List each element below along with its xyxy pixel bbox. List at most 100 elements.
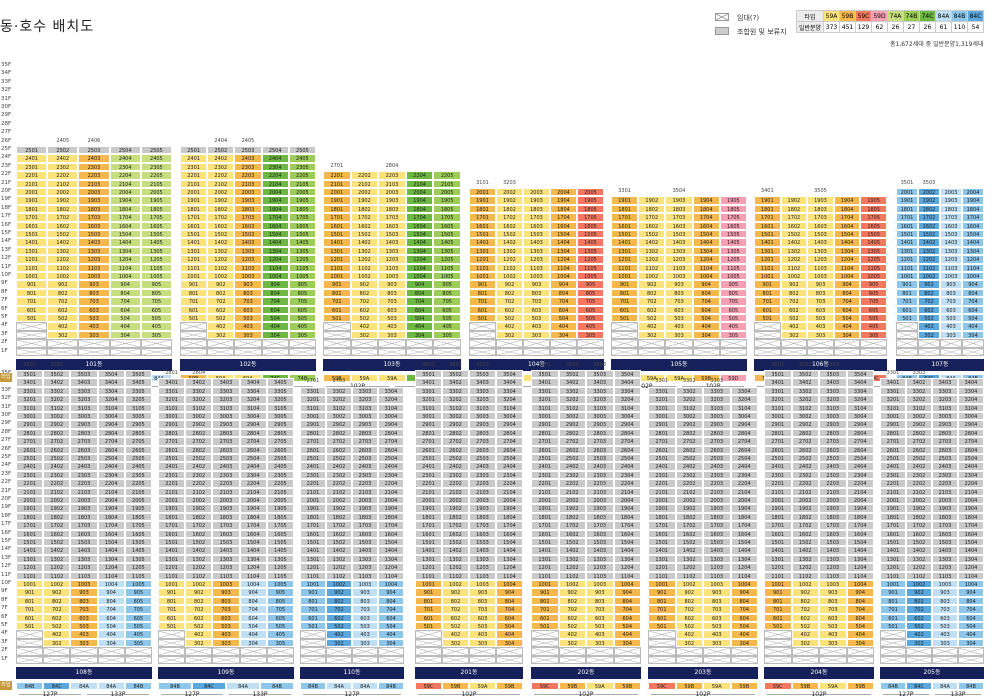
unit-cell: 1104	[692, 263, 720, 272]
unit-cell: 2803	[819, 428, 847, 438]
unit-cell: 3104	[496, 403, 523, 412]
unit-cell: 1703	[807, 213, 834, 222]
unit-cell: 1404	[109, 238, 141, 247]
unit-cell: 1802	[47, 204, 79, 214]
unit-cell: 405	[266, 630, 294, 639]
unit-cell: 1904	[239, 504, 267, 513]
unit-cell: 703	[523, 297, 550, 306]
unit-cell	[719, 347, 747, 356]
unit-cell: 604	[730, 613, 758, 622]
type-chip: 84B	[958, 682, 984, 690]
unit-cell: 1102	[675, 571, 703, 580]
unit-cell: 1205	[266, 563, 294, 572]
unit-cell: 3203	[819, 395, 847, 404]
unit-cell: 1601	[754, 221, 781, 230]
unit-cell: 2602	[906, 445, 932, 454]
unit-cell: 2503	[212, 454, 240, 463]
unit-cell: 2203	[469, 479, 496, 488]
unit-cell: 1904	[378, 504, 404, 513]
unit-cell: 2903	[212, 420, 240, 429]
unit-cell: 2005	[433, 188, 461, 197]
unit-cell: 905	[860, 280, 887, 289]
unit-cell: 3002	[675, 412, 703, 421]
unit-cell: 1702	[791, 521, 819, 530]
unit-cell: 1702	[43, 521, 71, 530]
unit-cell: 2104	[109, 179, 141, 188]
unit-cell: 2503	[932, 454, 958, 463]
unit-cell: 1304	[261, 246, 289, 256]
type-chip: 59C	[531, 682, 559, 690]
unit-cell: 1502	[638, 230, 666, 239]
unit-cell: 1004	[833, 272, 861, 281]
unit-cell: 2005	[266, 496, 294, 505]
unit-cell: 2101	[415, 487, 442, 496]
unit-cell: 804	[239, 596, 267, 606]
unit-cell: 703	[703, 605, 731, 614]
unit-cell: 903	[665, 280, 693, 289]
floor-label: 29F	[1, 112, 12, 119]
unit-cell: 3003	[586, 412, 614, 421]
unit-cell: 1304	[846, 554, 874, 564]
unit-cell: 3304	[239, 386, 267, 396]
unit-cell: 504	[833, 314, 861, 323]
unit-cell	[405, 347, 434, 356]
unit-cell	[180, 339, 208, 348]
parking-line	[614, 386, 676, 388]
building-name-bar: 106동	[754, 359, 887, 371]
unit-cell	[261, 347, 289, 356]
unit-cell: 3503	[586, 370, 614, 379]
unit-cell: 701	[880, 605, 906, 614]
unit-cell	[719, 339, 747, 348]
unit-cell: 303	[703, 638, 731, 648]
unit-cell: 601	[415, 613, 442, 622]
unit-cell	[78, 339, 110, 348]
unit-cell: 901	[754, 280, 781, 289]
line-header: 3401	[760, 188, 774, 194]
count-74b: 27	[903, 21, 920, 33]
unit-cell: 3105	[124, 403, 152, 412]
unit-cell: 904	[613, 588, 641, 597]
parking-label: 127P	[184, 691, 200, 698]
unit-cell	[906, 655, 932, 664]
unit-cell: 305	[266, 638, 294, 648]
floor-label: 1F	[1, 655, 8, 662]
unit-cell: 1704	[261, 213, 289, 222]
unit-cell: 3405	[266, 378, 294, 387]
unit-cell: 801	[896, 288, 918, 298]
unit-cell: 1804	[730, 512, 758, 522]
unit-cell: 1603	[352, 529, 378, 538]
unit-cell: 702	[350, 297, 379, 306]
unit-cell: 2103	[352, 487, 378, 496]
unit-cell: 2405	[124, 462, 152, 471]
line-header: 3502	[50, 361, 64, 368]
unit-cell: 302	[496, 330, 523, 340]
unit-cell: 2705	[266, 437, 294, 446]
line-header: 2801	[165, 370, 178, 376]
unit-cell: 1601	[880, 529, 906, 538]
unit-cell: 1103	[212, 571, 240, 580]
unit-cell: 901	[16, 588, 44, 597]
unit-cell: 3404	[97, 378, 125, 387]
unit-cell: 3302	[791, 386, 819, 396]
unit-cell: 1201	[531, 563, 559, 572]
unit-cell: 803	[523, 288, 550, 298]
unit-cell: 701	[648, 605, 676, 614]
floor-label: 12F	[1, 255, 12, 262]
unit-cell: 2402	[326, 462, 352, 471]
parking-label: 127P	[42, 691, 58, 698]
unit-cell: 1305	[140, 246, 172, 256]
unit-cell: 1604	[97, 529, 125, 538]
unit-cell: 903	[819, 588, 847, 597]
unit-cell: 303	[212, 638, 240, 648]
unit-cell	[531, 630, 559, 639]
unit-cell: 1501	[300, 538, 326, 547]
count-84a: 61	[935, 21, 952, 33]
unit-cell: 501	[754, 314, 781, 323]
unit-cell: 1401	[648, 546, 676, 555]
unit-cell: 1701	[323, 213, 351, 222]
unit-cell: 1703	[234, 213, 262, 222]
unit-cell: 1704	[109, 213, 141, 222]
unit-cell: 1701	[158, 521, 186, 530]
unit-cell: 804	[109, 288, 141, 298]
unit-cell: 2901	[764, 420, 792, 429]
